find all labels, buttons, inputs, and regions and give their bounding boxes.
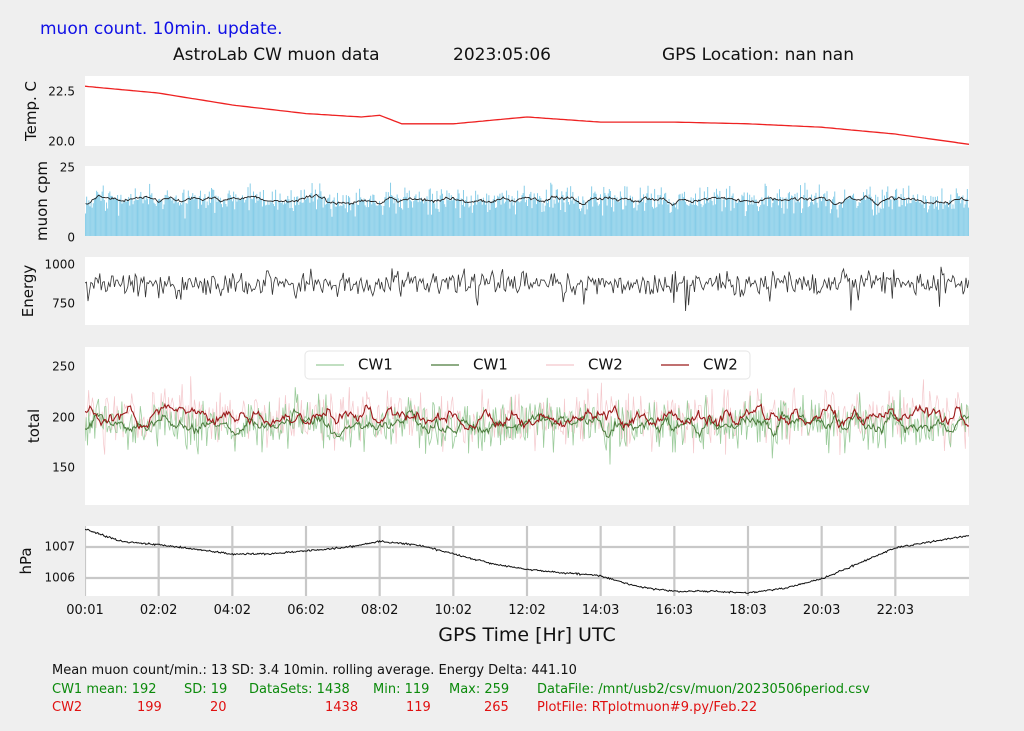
y-axis-label: Temp. C [22,81,40,142]
date-label: 2023:05:06 [453,45,551,65]
x-tick-label: 22:03 [877,603,914,618]
x-tick-label: 08:02 [361,603,398,618]
footer-cw2-min: 119 [406,700,431,715]
plot-area [85,166,969,236]
footer-cw2-sd: 20 [210,700,227,715]
chart-panel-3: 1000 750 Energy [19,257,969,325]
footer-cw1-max: Max: 259 [449,682,510,697]
legend-label: CW2 [588,356,623,374]
update-note: muon count. 10min. update. [40,19,283,39]
x-tick-label: 02:02 [140,603,177,618]
chart-panel-1: 22.5 20.0 Temp. C [22,76,969,149]
y-tick-label: 750 [52,297,75,311]
y-tick-label: 250 [52,360,75,374]
y-tick-label: 1007 [44,540,75,554]
legend-label: CW1 [358,356,393,374]
gps-location: GPS Location: nan nan [662,45,854,65]
y-tick-label: 25 [60,161,75,175]
energy-line [85,266,969,312]
footer-cw2-datasets: 1438 [325,700,359,715]
cw2-average-line [85,402,969,430]
plot-area [85,257,969,325]
plot-area [85,76,969,146]
footer-summary: Mean muon count/min.: 13 SD: 3.4 10min. … [52,663,577,678]
footer-datafile: DataFile: /mnt/usb2/csv/muon/20230506per… [537,682,870,697]
x-tick-label: 16:03 [656,603,693,618]
y-tick-label: 20.0 [48,135,75,149]
footer-cw2-label: CW2 [52,700,83,715]
legend-label: CW2 [703,356,738,374]
x-axis-label: GPS Time [Hr] UTC [438,624,615,646]
x-tick-label: 04:02 [214,603,251,618]
x-tick-label: 20:03 [803,603,840,618]
x-tick-label: 12:02 [508,603,545,618]
y-axis-label: muon cpm [33,161,51,241]
y-tick-label: 0 [67,231,75,245]
footer-cw1-min: Min: 119 [373,682,430,697]
x-tick-label: 10:02 [435,603,472,618]
page-title: AstroLab CW muon data [173,45,380,65]
muon-rolling-average [85,193,969,207]
y-tick-label: 200 [52,411,75,425]
y-axis-label: hPa [17,547,35,574]
x-tick-label: 06:02 [287,603,324,618]
y-tick-label: 150 [52,461,75,475]
footer-plotfile: PlotFile: RTplotmuon#9.py/Feb.22 [537,700,758,715]
pressure-line [85,528,969,595]
chart-panel-5: 1007 1006 hPa [17,526,969,596]
chart-panel-4: 250 200 150 total CW1 CW1 CW2 CW2 [25,347,969,505]
x-tick-label: 14:03 [582,603,619,618]
x-tick-label: 18:03 [729,603,766,618]
y-tick-label: 1000 [44,258,75,272]
footer-cw1-datasets: DataSets: 1438 [249,682,350,697]
chart-panel-2: 25 0 muon cpm [33,161,969,245]
legend-label: CW1 [473,356,508,374]
temperature-line [85,85,969,145]
cw1-average-line [85,407,969,439]
footer-cw1-sd: SD: 19 [184,682,228,697]
legend: CW1 CW1 CW2 CW2 [304,350,751,380]
footer-cw1-mean: CW1 mean: 192 [52,682,157,697]
footer-cw2-mean: 199 [137,700,162,715]
y-tick-label: 22.5 [48,85,75,99]
y-tick-label: 1006 [44,571,75,585]
y-axis-label: Energy [19,265,37,318]
legend-box [304,350,751,380]
footer-cw2-max: 265 [484,700,509,715]
y-axis-label: total [25,409,43,443]
x-tick-label: 00:01 [66,603,103,618]
